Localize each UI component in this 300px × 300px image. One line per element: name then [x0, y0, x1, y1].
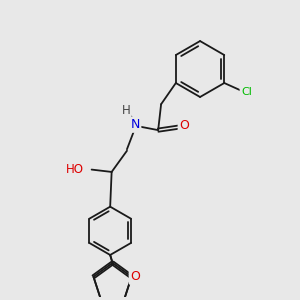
- Text: O: O: [179, 119, 189, 132]
- Text: Cl: Cl: [241, 87, 252, 98]
- Text: H: H: [122, 104, 130, 117]
- Text: O: O: [130, 270, 140, 283]
- Text: N: N: [130, 118, 140, 131]
- Text: HO: HO: [66, 163, 84, 176]
